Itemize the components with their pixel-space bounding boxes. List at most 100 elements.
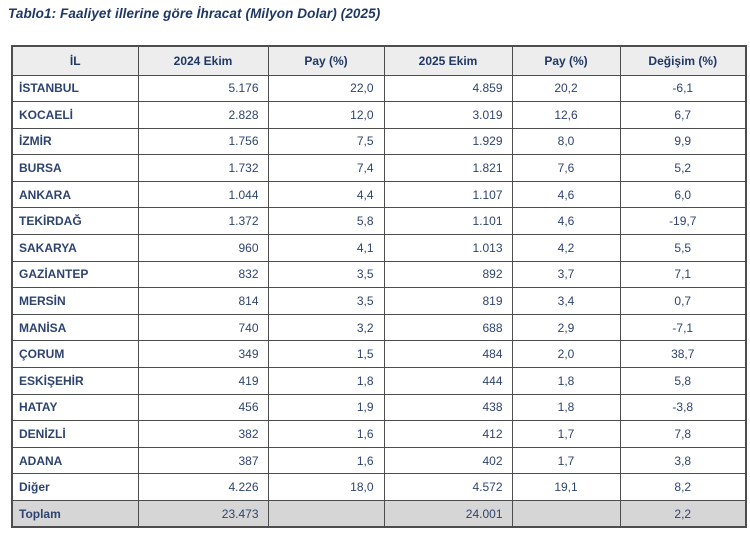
cell-pay2025: 8,0 bbox=[511, 127, 621, 156]
cell-pay2025: 3,4 bbox=[511, 287, 621, 315]
cell-v2024: 1.756 bbox=[137, 127, 269, 156]
cell-pay2025: 4,6 bbox=[511, 207, 621, 236]
cell-il: Diğer bbox=[11, 473, 139, 501]
table-row: SAKARYA 960 4,1 1.013 4,2 5,5 bbox=[11, 234, 747, 262]
cell-degisim: 3,8 bbox=[619, 446, 747, 475]
cell-il: ESKİŞEHİR bbox=[11, 367, 139, 395]
cell-v2024: 5.176 bbox=[137, 74, 269, 103]
cell-v2025: 1.101 bbox=[383, 207, 513, 236]
cell-v2024: 456 bbox=[137, 393, 269, 422]
cell-il: İZMİR bbox=[11, 127, 139, 156]
cell-v2024: 1.732 bbox=[137, 154, 269, 182]
cell-v2024: 419 bbox=[137, 367, 269, 395]
cell-pay2025: 19,1 bbox=[511, 473, 621, 501]
cell-pay2025: 4,2 bbox=[511, 234, 621, 262]
cell-pay2024: 1,6 bbox=[267, 420, 385, 448]
cell-pay2024: 3,2 bbox=[267, 313, 385, 342]
cell-pay2024: 7,4 bbox=[267, 154, 385, 182]
table-row: MANİSA 740 3,2 688 2,9 -7,1 bbox=[11, 313, 747, 342]
cell-v2025: 4.859 bbox=[383, 74, 513, 103]
cell-v2025: 1.929 bbox=[383, 127, 513, 156]
column-header-5: Değişim (%) bbox=[619, 45, 747, 76]
cell-v2024: 2.828 bbox=[137, 101, 269, 129]
table-row: ADANA 387 1,6 402 1,7 3,8 bbox=[11, 446, 747, 475]
cell-v2024: 4.226 bbox=[137, 473, 269, 501]
cell-il: MANİSA bbox=[11, 313, 139, 342]
cell-degisim: 6,0 bbox=[619, 180, 747, 209]
cell-v2025: 484 bbox=[383, 340, 513, 369]
cell-degisim: 38,7 bbox=[619, 340, 747, 369]
cell-degisim: 0,7 bbox=[619, 287, 747, 315]
table-row: ESKİŞEHİR 419 1,8 444 1,8 5,8 bbox=[11, 367, 747, 395]
table-row: MERSİN 814 3,5 819 3,4 0,7 bbox=[11, 287, 747, 315]
cell-v2025: 1.107 bbox=[383, 180, 513, 209]
cell-pay2024: 1,5 bbox=[267, 340, 385, 369]
cell-v2024: 1.372 bbox=[137, 207, 269, 236]
cell-pay2024: 4,4 bbox=[267, 180, 385, 209]
cell-pay2024: 7,5 bbox=[267, 127, 385, 156]
cell-v2025: 444 bbox=[383, 367, 513, 395]
column-header-1: 2024 Ekim bbox=[137, 45, 269, 76]
cell-il: İSTANBUL bbox=[11, 74, 139, 103]
cell-v2024: 740 bbox=[137, 313, 269, 342]
cell-pay2025: 3,7 bbox=[511, 260, 621, 289]
cell-pay2025: 1,8 bbox=[511, 367, 621, 395]
cell-v2024: 1.044 bbox=[137, 180, 269, 209]
cell-il: MERSİN bbox=[11, 287, 139, 315]
cell-degisim: 5,5 bbox=[619, 234, 747, 262]
cell-pay2024 bbox=[267, 500, 385, 528]
cell-il: TEKİRDAĞ bbox=[11, 207, 139, 236]
table-row: İZMİR 1.756 7,5 1.929 8,0 9,9 bbox=[11, 127, 747, 156]
table-row: DENİZLİ 382 1,6 412 1,7 7,8 bbox=[11, 420, 747, 448]
cell-pay2024: 22,0 bbox=[267, 74, 385, 103]
cell-pay2025: 20,2 bbox=[511, 74, 621, 103]
table-body: İSTANBUL 5.176 22,0 4.859 20,2 -6,1 KOCAELİ 2.8… bbox=[11, 74, 747, 528]
cell-il: ADANA bbox=[11, 446, 139, 475]
cell-degisim: -19,7 bbox=[619, 207, 747, 236]
cell-pay2024: 3,5 bbox=[267, 287, 385, 315]
cell-degisim: 9,9 bbox=[619, 127, 747, 156]
cell-pay2024: 5,8 bbox=[267, 207, 385, 236]
export-by-province-table: İL 2024 Ekim Pay (%) 2025 Ekim Pay (%) Değişi… bbox=[11, 45, 747, 529]
cell-v2024: 382 bbox=[137, 420, 269, 448]
header-row: İL 2024 Ekim Pay (%) 2025 Ekim Pay (%) Değişi… bbox=[11, 45, 747, 76]
cell-v2024: 814 bbox=[137, 287, 269, 315]
cell-il: BURSA bbox=[11, 154, 139, 182]
column-header-0: İL bbox=[11, 45, 139, 76]
cell-degisim: 5,2 bbox=[619, 154, 747, 182]
cell-degisim: 7,8 bbox=[619, 420, 747, 448]
cell-pay2025: 2,9 bbox=[511, 313, 621, 342]
cell-pay2024: 1,9 bbox=[267, 393, 385, 422]
cell-il: KOCAELİ bbox=[11, 101, 139, 129]
table-row: Diğer 4.226 18,0 4.572 19,1 8,2 bbox=[11, 473, 747, 501]
cell-il: HATAY bbox=[11, 393, 139, 422]
cell-v2025: 3.019 bbox=[383, 101, 513, 129]
cell-v2024: 349 bbox=[137, 340, 269, 369]
table-row: KOCAELİ 2.828 12,0 3.019 12,6 6,7 bbox=[11, 101, 747, 129]
cell-v2025: 24.001 bbox=[383, 500, 513, 528]
cell-v2025: 412 bbox=[383, 420, 513, 448]
cell-il: ANKARA bbox=[11, 180, 139, 209]
cell-degisim: 7,1 bbox=[619, 260, 747, 289]
column-header-3: 2025 Ekim bbox=[383, 45, 513, 76]
cell-v2024: 832 bbox=[137, 260, 269, 289]
cell-v2025: 892 bbox=[383, 260, 513, 289]
cell-pay2025: 1,7 bbox=[511, 420, 621, 448]
cell-pay2024: 3,5 bbox=[267, 260, 385, 289]
cell-il: Toplam bbox=[11, 500, 139, 528]
cell-degisim: 5,8 bbox=[619, 367, 747, 395]
table-row: ÇORUM 349 1,5 484 2,0 38,7 bbox=[11, 340, 747, 369]
page-title: Tablo1: Faaliyet illerine göre İhracat (… bbox=[8, 6, 381, 21]
cell-degisim: -3,8 bbox=[619, 393, 747, 422]
cell-pay2024: 4,1 bbox=[267, 234, 385, 262]
cell-degisim: -6,1 bbox=[619, 74, 747, 103]
column-header-4: Pay (%) bbox=[511, 45, 621, 76]
cell-pay2025 bbox=[511, 500, 621, 528]
table-row: İSTANBUL 5.176 22,0 4.859 20,2 -6,1 bbox=[11, 74, 747, 103]
cell-v2024: 23.473 bbox=[137, 500, 269, 528]
table-row: BURSA 1.732 7,4 1.821 7,6 5,2 bbox=[11, 154, 747, 182]
cell-v2025: 402 bbox=[383, 446, 513, 475]
table-row: ANKARA 1.044 4,4 1.107 4,6 6,0 bbox=[11, 180, 747, 209]
cell-pay2024: 1,8 bbox=[267, 367, 385, 395]
cell-il: ÇORUM bbox=[11, 340, 139, 369]
